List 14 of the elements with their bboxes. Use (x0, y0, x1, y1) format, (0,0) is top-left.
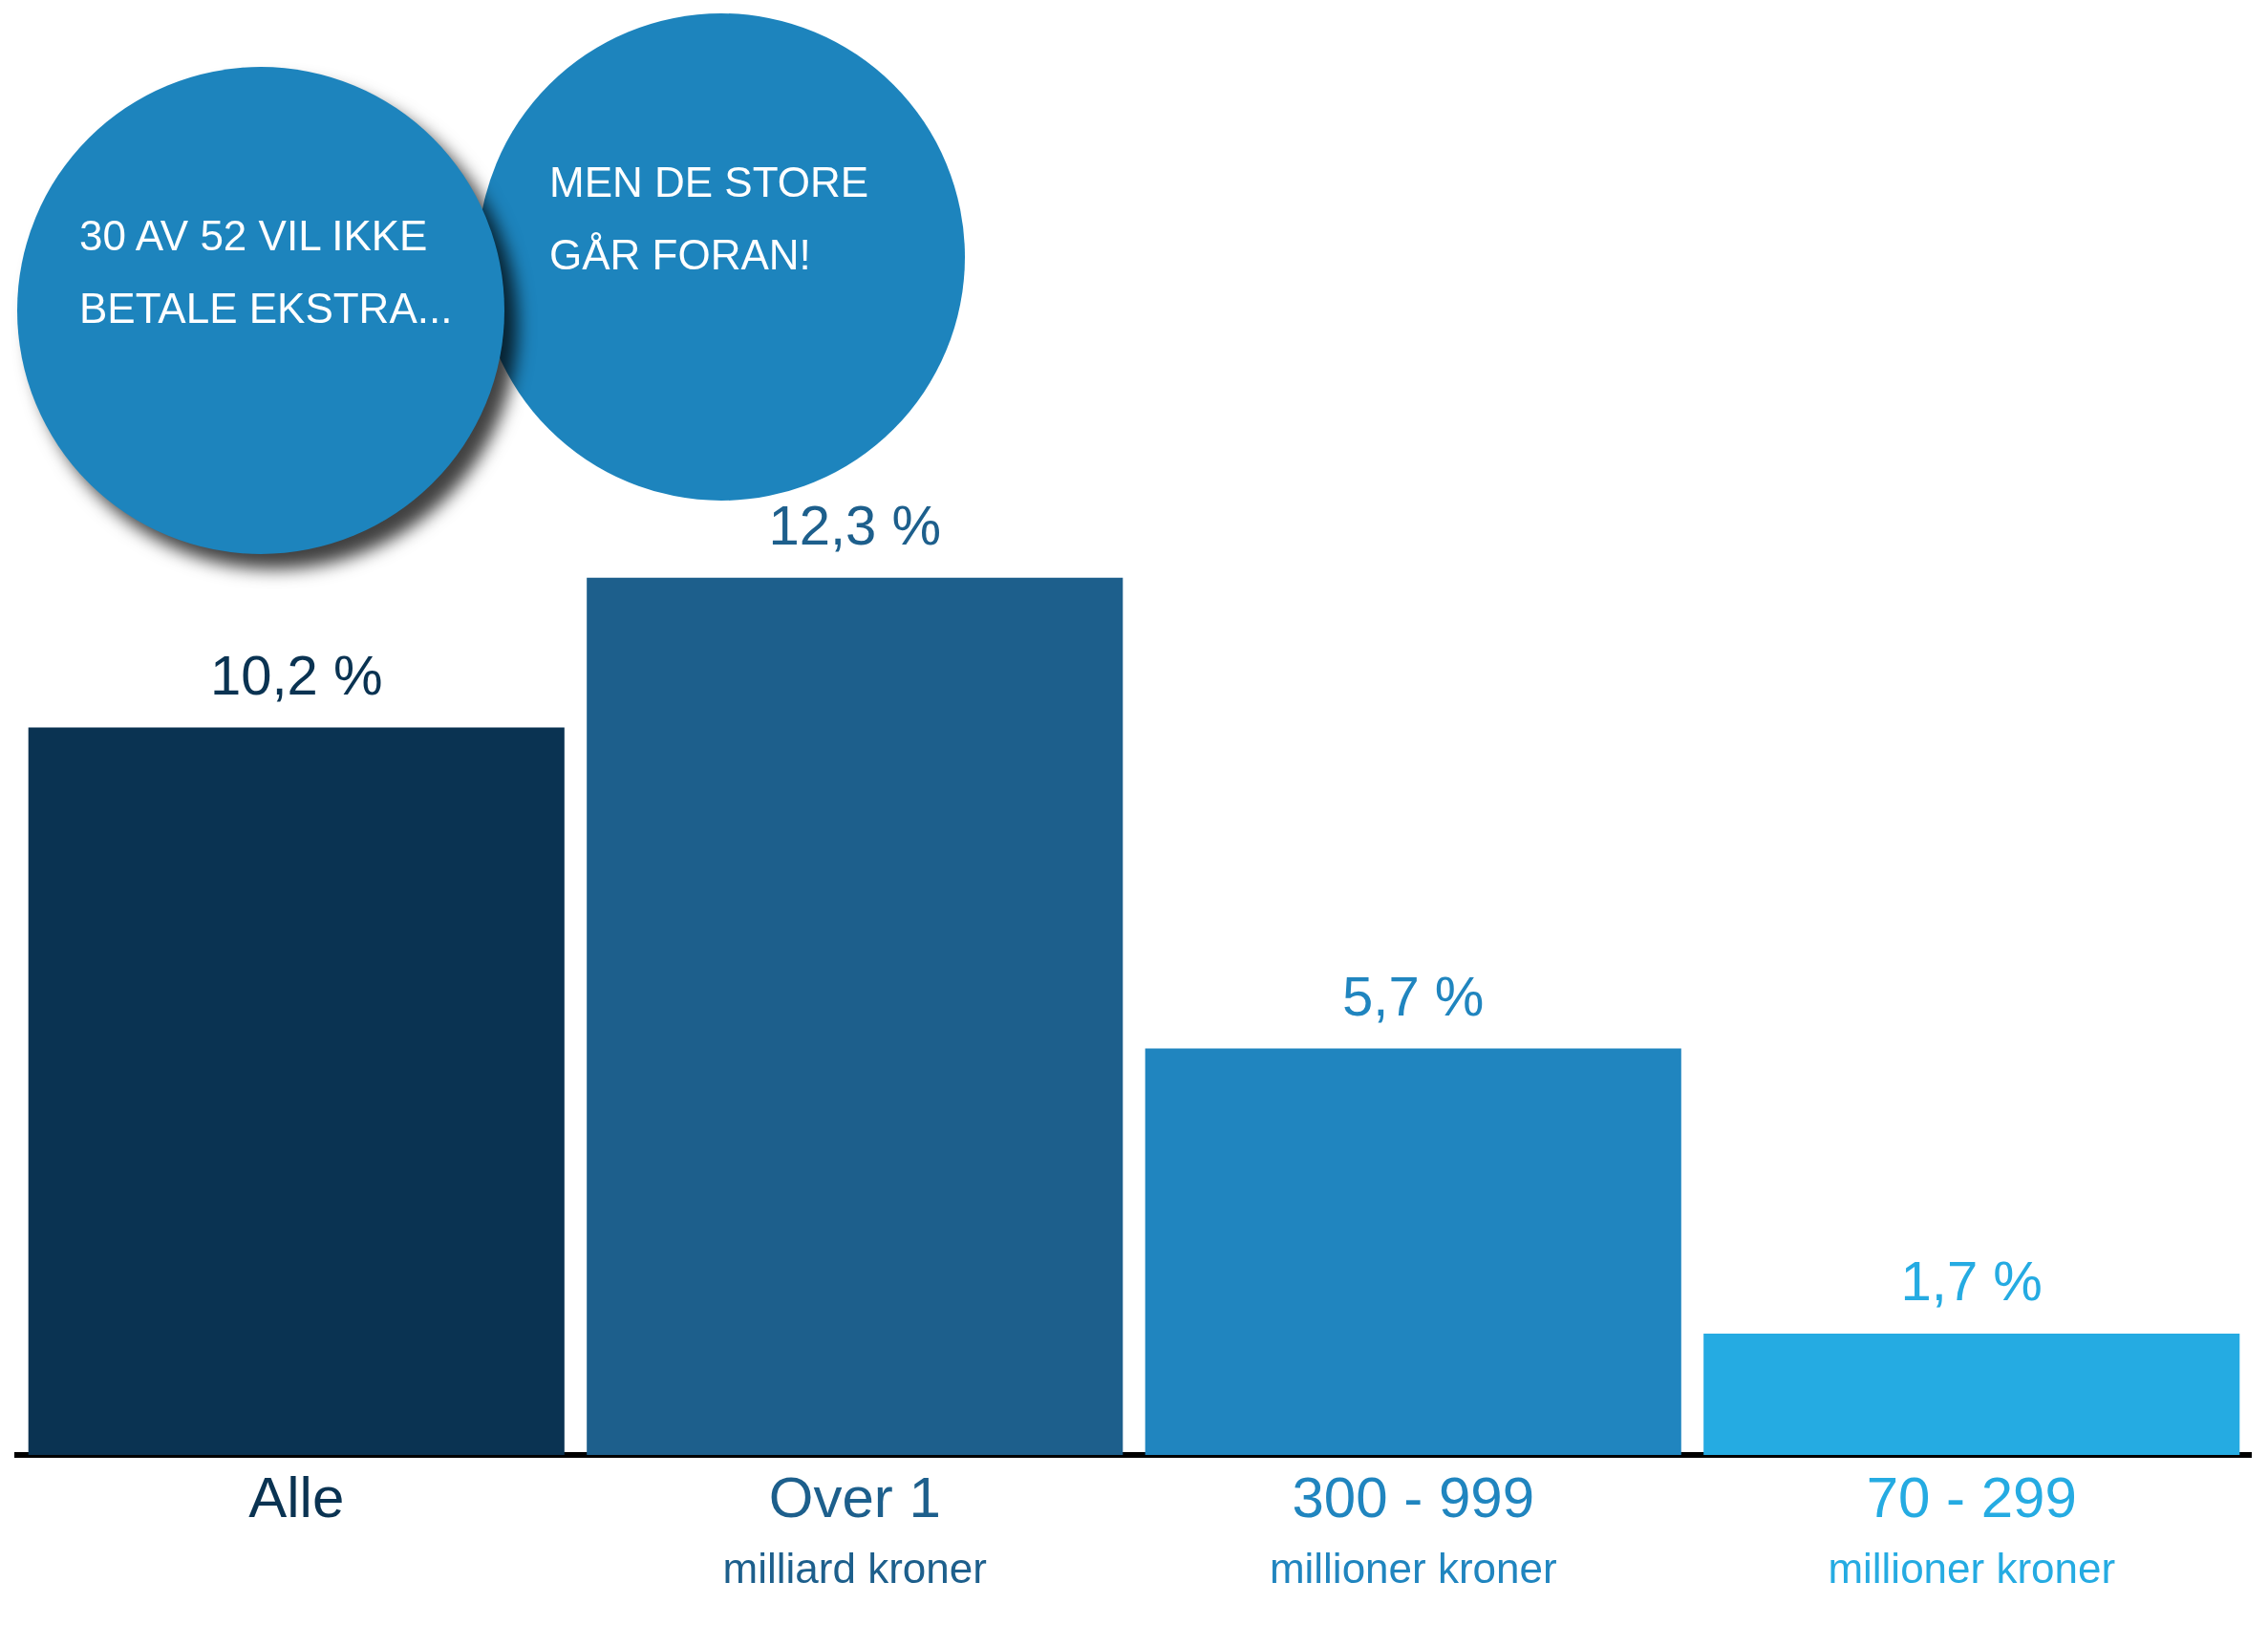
bar (1703, 1334, 2240, 1455)
bar (28, 727, 565, 1455)
text: 30 AV 52 VIL IKKE BETALE EKSTRA... (79, 211, 454, 333)
data-label: 10,2 % (209, 643, 383, 706)
data-label: 1,7 % (1900, 1250, 2043, 1313)
data-label: 5,7 % (1342, 964, 1485, 1027)
text: MEN DE STORE GÅR FORAN! (549, 158, 870, 280)
x-tick-label: 300 - 999 millioner kroner (1269, 1465, 1557, 1593)
bar (587, 577, 1123, 1455)
bar (1145, 1048, 1681, 1455)
data-label: 12,3 % (768, 493, 942, 556)
x-tick-label: Over 1 milliard kroner (722, 1465, 987, 1593)
x-tick-label: 70 - 299 millioner kroner (1828, 1465, 2116, 1593)
x-tick-label: Alle (248, 1465, 345, 1529)
